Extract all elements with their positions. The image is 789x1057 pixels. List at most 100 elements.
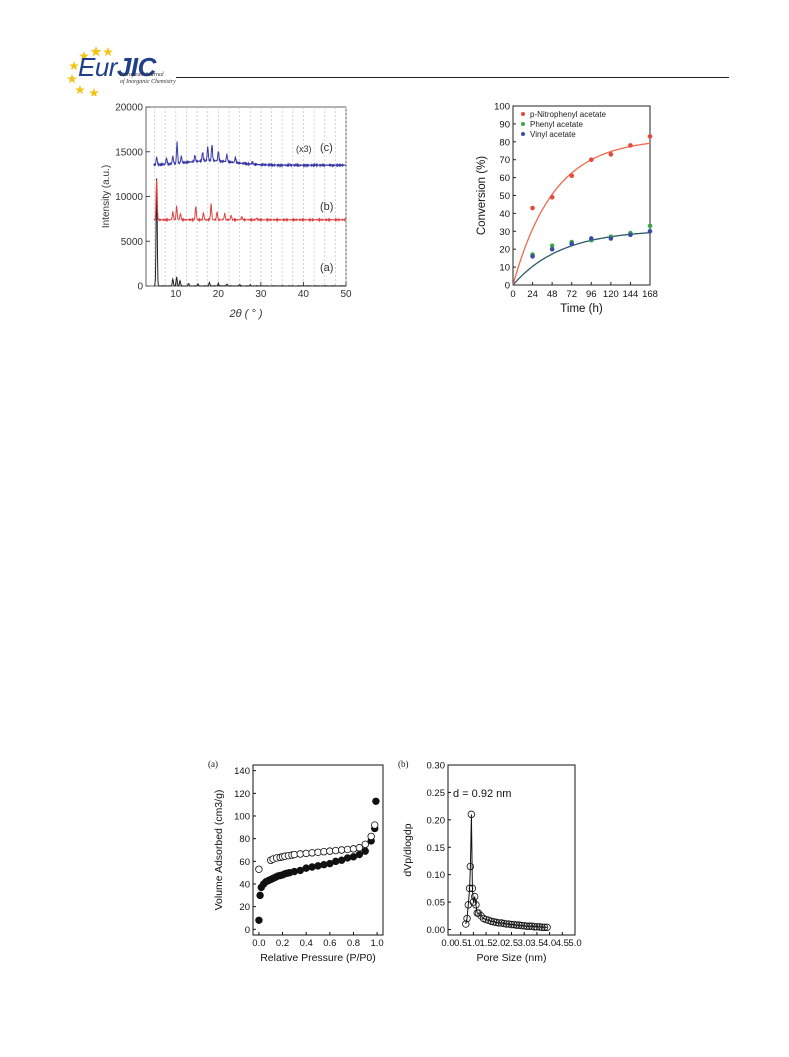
plot-frame <box>145 106 347 287</box>
psd-point <box>512 921 521 929</box>
y-tick-label: 60 <box>239 857 250 868</box>
desorption-point <box>355 844 364 852</box>
x-tick-label: 5.0 <box>568 938 581 949</box>
legend-marker <box>521 122 525 126</box>
x-tick-label: 1.0 <box>467 938 480 949</box>
logo-jic: JIC <box>116 52 156 82</box>
y-tick-label: 10 <box>499 263 510 274</box>
y-tick-label: 0 <box>245 925 250 936</box>
series-label: (c) <box>320 142 333 154</box>
scale-annotation: (x3) <box>296 144 312 154</box>
data-point <box>549 194 555 200</box>
data-point <box>549 243 555 248</box>
desorption-point <box>349 845 358 853</box>
panel-label: (b) <box>398 759 409 769</box>
x-tick-label: 40 <box>298 289 310 300</box>
data-point <box>647 134 653 139</box>
data-point <box>608 152 614 157</box>
psd-point <box>500 919 508 928</box>
x-tick-label: 0.6 <box>323 938 336 949</box>
x-tick-label: 2.5 <box>505 938 518 949</box>
data-point <box>588 236 594 241</box>
x-tick-label: 2.0 <box>492 938 505 949</box>
adsorption-point <box>320 861 328 869</box>
y-tick-label: 10000 <box>115 192 143 203</box>
legend-label: Vinyl acetate <box>530 130 576 139</box>
journal-logo: EurJIC European Journal of Inorganic Che… <box>62 42 192 96</box>
adsorption-point <box>255 916 263 924</box>
psd-point <box>487 917 495 925</box>
y-tick-label: 80 <box>239 834 250 845</box>
x-tick-label: 0.0 <box>252 938 265 949</box>
fit-curve <box>512 142 651 286</box>
psd-point <box>510 920 518 929</box>
psd-point <box>505 920 513 928</box>
x-tick-label: 24 <box>527 289 538 300</box>
y-axis-label: dVp/dlogdp <box>402 823 414 876</box>
data-point <box>588 157 594 162</box>
y-tick-label: 40 <box>239 880 250 891</box>
psd-point <box>502 920 511 928</box>
psd-point <box>528 922 536 930</box>
adsorption-point <box>302 864 310 872</box>
psd-point <box>497 919 506 927</box>
x-tick-label: 168 <box>642 289 658 300</box>
adsorption-point <box>314 862 322 870</box>
data-point <box>647 223 653 229</box>
x-tick-label: 0.8 <box>347 938 360 949</box>
y-tick-label: 80 <box>499 137 510 148</box>
y-tick-label: 0.05 <box>427 898 446 909</box>
x-tick-label: 20 <box>213 289 225 300</box>
adsorption-point <box>308 863 316 871</box>
x-tick-label: 0.0 <box>441 938 454 949</box>
psd-point <box>470 892 479 901</box>
psd-point <box>520 921 528 930</box>
legend-label: p-Nitrophenyl acetate <box>530 110 607 119</box>
y-tick-label: 0.30 <box>427 761 446 772</box>
x-axis-label: Relative Pressure (P/P0) <box>260 952 376 964</box>
data-point <box>569 241 575 247</box>
x-axis-label: Pore Size (nm) <box>476 952 546 964</box>
desorption-point <box>361 840 369 849</box>
x-axis-label: 2θ ( ° ) <box>229 308 263 320</box>
desorption-point <box>371 821 379 829</box>
psd-point <box>543 923 551 932</box>
psd-point <box>463 914 471 923</box>
xrd-chart: 10 20 30 40 50 0 5000 10000 15000 20000 2θ ( ° ) In… <box>101 103 352 321</box>
psd-point <box>530 923 539 931</box>
psd-point <box>462 920 470 928</box>
y-axis-label: Conversion (%) <box>476 156 488 235</box>
data-point <box>569 173 575 179</box>
legend-marker <box>521 132 525 136</box>
y-tick-label: 40 <box>499 209 510 220</box>
data-point <box>608 236 614 241</box>
y-tick-label: 20000 <box>115 103 143 114</box>
y-tick-label: 0 <box>505 281 510 292</box>
adsorption-point <box>372 797 380 805</box>
x-tick-label: 120 <box>603 289 619 300</box>
y-tick-label: 100 <box>494 102 510 113</box>
y-tick-label: 60 <box>499 173 510 184</box>
psd-point <box>474 909 483 917</box>
y-tick-label: 100 <box>234 812 250 823</box>
y-tick-label: 0.25 <box>427 788 446 799</box>
logo-subtitle-1: European Journal <box>120 72 164 78</box>
y-tick-label: 15000 <box>115 147 143 158</box>
psd-point <box>507 920 516 929</box>
x-tick-label: 50 <box>340 289 352 300</box>
y-axis-label: Volume Adsorbed (cm3/g) <box>213 790 225 911</box>
panel-label: (a) <box>208 759 218 769</box>
conversion-chart: 0 24 48 72 96 120 144 168 0 10 20 30 40 50 60 70 80 90 100… <box>476 102 658 316</box>
logo-subtitle-2: of Inorganic Chemistry <box>120 79 176 85</box>
psd-point <box>533 923 541 931</box>
star-ring-icon <box>67 46 113 96</box>
x-tick-label: 4.5 <box>556 938 569 949</box>
legend-marker <box>521 112 525 116</box>
y-tick-label: 70 <box>499 155 510 166</box>
y-tick-label: 0.20 <box>427 815 446 826</box>
xrd-series-line <box>153 178 346 287</box>
x-tick-label: 0.4 <box>300 938 313 949</box>
y-tick-label: 0.10 <box>427 870 446 881</box>
adsorption-point <box>256 891 264 900</box>
x-tick-label: 30 <box>255 289 267 300</box>
